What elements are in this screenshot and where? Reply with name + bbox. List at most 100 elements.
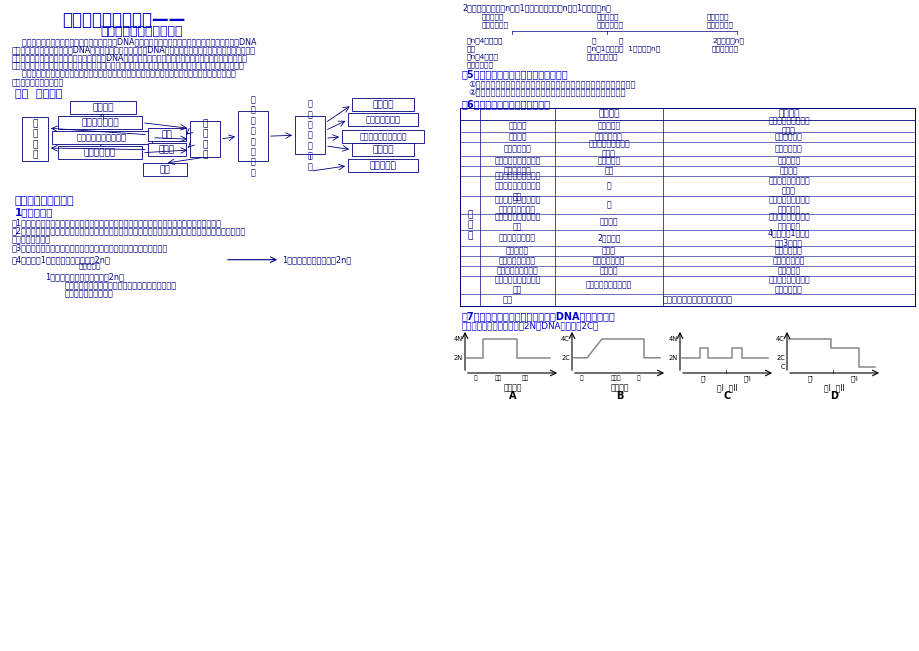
Text: 有，发生在减数第一
次分裂后期: 有，发生在减数第一 次分裂后期 (767, 195, 809, 215)
Text: B: B (615, 391, 622, 401)
Text: 有性生殖细胞: 有性生殖细胞 (775, 247, 802, 255)
Text: 子细胞染色体数目: 子细胞染色体数目 (498, 256, 536, 266)
Text: 摩尔根试验证据: 摩尔根试验证据 (365, 115, 400, 124)
Text: 2N: 2N (668, 355, 677, 361)
Text: 非同源染色体自由组合: 非同源染色体自由组合 (77, 133, 127, 142)
Bar (347, 113, 417, 126)
Bar (190, 121, 220, 157)
Text: 2个体细胞: 2个体细胞 (596, 234, 620, 243)
Text: 孟德尔遗传定律的解释: 孟德尔遗传定律的解释 (358, 132, 406, 141)
Text: 联系: 联系 (502, 296, 512, 305)
Text: 2个极体（n）: 2个极体（n） (711, 37, 743, 44)
Text: 后末: 后末 (521, 375, 528, 381)
Text: 各组织器官: 各组织器官 (596, 122, 620, 130)
Text: ②减数第一次分裂的前期，同源染色体上非姐妹染色单体的交叉互换。: ②减数第一次分裂的前期，同源染色体上非姐妹染色单体的交叉互换。 (468, 88, 625, 97)
Text: 从受精卵开头: 从受精卵开头 (595, 133, 622, 141)
Text: （7）有丝分裂和减数分裂染色体、DNA数量变化规律: （7）有丝分裂和减数分裂染色体、DNA数量变化规律 (461, 311, 615, 321)
Bar (347, 159, 417, 173)
Text: 基
因
和
染
色
体
关
系: 基 因 和 染 色 体 关 系 (250, 95, 255, 177)
Text: 一次、间期: 一次、间期 (596, 156, 620, 165)
Text: ①减数第一次分裂的后期，同源染色体彼此分别和非同源染色体自由组合。: ①减数第一次分裂的后期，同源染色体彼此分别和非同源染色体自由组合。 (468, 79, 635, 88)
Text: 萨顿假说: 萨顿假说 (372, 100, 393, 109)
Text: 细胞分裂次数: 细胞分裂次数 (503, 167, 531, 176)
Text: 着丝点分裂: 着丝点分裂 (706, 13, 729, 20)
Text: 发生部位: 发生部位 (507, 122, 527, 130)
Text: 原始生殖细胞: 原始生殖细胞 (775, 145, 802, 154)
Text: （均等分裂）: （均等分裂） (711, 45, 738, 51)
Text: 受
精
作
用: 受 精 作 用 (32, 119, 38, 159)
Text: 有，发生在减数第一
次分裂: 有，发生在减数第一 次分裂 (767, 176, 809, 196)
Text: 同源染色体分别: 同源染色体分别 (81, 118, 119, 127)
Text: 联会、四分体时期、非
姐妹染色单体间的交叉
互换: 联会、四分体时期、非 姐妹染色单体间的交叉 互换 (494, 171, 540, 201)
Text: 减
数
分
裂: 减 数 分 裂 (202, 119, 208, 159)
Text: 减I  减II: 减I 减II (716, 383, 737, 392)
Text: 精子: 精子 (162, 130, 172, 139)
Text: （均等分裂）: （均等分裂） (467, 61, 494, 68)
Text: 2N: 2N (453, 355, 462, 361)
Text: 与亲代细胞相同: 与亲代细胞相同 (592, 256, 625, 266)
Text: 一次、间期: 一次、间期 (777, 156, 800, 165)
Text: 减数分裂: 减数分裂 (777, 109, 799, 118)
Text: 同源染色体分别、非同
源染色体自由组合: 同源染色体分别、非同 源染色体自由组合 (494, 195, 540, 215)
Text: （n）1个卵细胞  1个极体（n）: （n）1个卵细胞 1个极体（n） (586, 45, 660, 51)
Text: 末: 末 (636, 375, 639, 381)
Bar (148, 143, 186, 156)
Text: 减I: 减I (807, 375, 813, 381)
Text: 〈3〉结果：成熟生殖细胞中的染色体数目比原始生殖细胞的削减一半。: 〈3〉结果：成熟生殖细胞中的染色体数目比原始生殖细胞的削减一半。 (12, 243, 168, 253)
Text: 2C: 2C (776, 355, 784, 361)
Text: 自由组合定律: 自由组合定律 (84, 148, 116, 157)
Bar (70, 101, 136, 114)
Bar (142, 163, 187, 176)
Text: 前中后: 前中后 (610, 375, 620, 381)
Text: 的，它能通过细胞的分裂随染色体而安排到不同子细胞中，并且位于性染色体上的基因伴随着性染色体而遗传。: 的，它能通过细胞的分裂随染色体而安排到不同子细胞中，并且位于性染色体上的基因伴随… (12, 62, 244, 70)
Text: 〈4〉过程：1个精（或卵）原细胞（2n）: 〈4〉过程：1个精（或卵）原细胞（2n） (12, 256, 111, 265)
Bar (22, 117, 48, 161)
Bar (352, 98, 414, 111)
Text: 4N: 4N (453, 336, 462, 342)
Text: 1、减数分裂: 1、减数分裂 (15, 207, 53, 217)
Text: （设体细胞中染色体数目为2N，DNA分子数为2C）: （设体细胞中染色体数目为2N，DNA分子数为2C） (461, 321, 598, 330)
Text: 子细胞中可遗传变异的
来源: 子细胞中可遗传变异的 来源 (494, 275, 540, 295)
Text: 一般体细胞或原始生
殖细胞: 一般体细胞或原始生 殖细胞 (587, 139, 630, 159)
Bar (295, 116, 324, 154)
Text: 4C: 4C (561, 336, 570, 342)
Text: 无: 无 (606, 201, 610, 210)
Text: 基因突变、染色体变异: 基因突变、染色体变异 (585, 281, 631, 290)
Text: 发生时间: 发生时间 (507, 133, 527, 141)
Text: （n）4个精子: （n）4个精子 (467, 53, 498, 60)
Text: C: C (779, 364, 784, 370)
Bar (342, 130, 424, 143)
Text: 基
因
在
染
色
体
上: 基 因 在 染 色 体 上 (307, 100, 312, 171)
Text: 如何复习好基因与染色体: 如何复习好基因与染色体 (100, 25, 182, 38)
Text: 伴性遗传: 伴性遗传 (372, 145, 393, 154)
Text: （n）4个精细胞: （n）4个精细胞 (467, 37, 503, 44)
Text: 体细胞: 体细胞 (601, 247, 615, 255)
Text: 〈1〉概念：是进行有性生殖的生物，在产生成熟生殖细胞时进行的染色体数目减半的细胞分裂。: 〈1〉概念：是进行有性生殖的生物，在产生成熟生殖细胞时进行的染色体数目减半的细胞… (12, 218, 221, 227)
Text: 减数分裂是特殊方式的有丝分裂: 减数分裂是特殊方式的有丝分裂 (662, 296, 732, 305)
Text: 概念: 概念 (160, 165, 170, 174)
Text: 分别定律: 分别定律 (92, 104, 114, 112)
Text: 减II: 减II (743, 375, 751, 381)
Text: 2C: 2C (561, 355, 570, 361)
Text: 减I  减II: 减I 减II (823, 383, 844, 392)
Text: 二、思重点、析难点: 二、思重点、析难点 (15, 196, 74, 206)
Text: 连续两次: 连续两次 (779, 167, 798, 176)
Text: D: D (830, 391, 837, 401)
Text: 减II: 减II (850, 375, 858, 381)
Text: 子细胞类型: 子细胞类型 (505, 247, 528, 255)
Text: 完全相同: 完全相同 (599, 266, 618, 275)
Text: 不
同
点: 不 同 点 (467, 210, 472, 240)
Text: 大: 大 (591, 37, 596, 44)
Text: 联会、非姐妹染色单体交叉互换、同源染色体分别及: 联会、非姐妹染色单体交叉互换、同源染色体分别及 (65, 281, 177, 290)
Bar (148, 128, 186, 141)
Text: 有，发生在减数其次
次分裂后期: 有，发生在减数其次 次分裂后期 (767, 212, 809, 232)
Text: 间: 间 (472, 375, 476, 381)
Text: 4个精子或1个卵细
胞与3个极体: 4个精子或1个卵细 胞与3个极体 (767, 229, 810, 247)
Text: 不肯定相同: 不肯定相同 (777, 266, 800, 275)
Text: 非同源染色体自由组合: 非同源染色体自由组合 (65, 290, 114, 299)
Text: 精（卵）巢、花药、
胚囊内: 精（卵）巢、花药、 胚囊内 (767, 117, 809, 135)
Text: C: C (723, 391, 731, 401)
Text: 间: 间 (579, 375, 582, 381)
Text: 基因突变、基因重组
和染色体变异: 基因突变、基因重组 和染色体变异 (767, 275, 809, 295)
Text: 前中: 前中 (494, 375, 501, 381)
